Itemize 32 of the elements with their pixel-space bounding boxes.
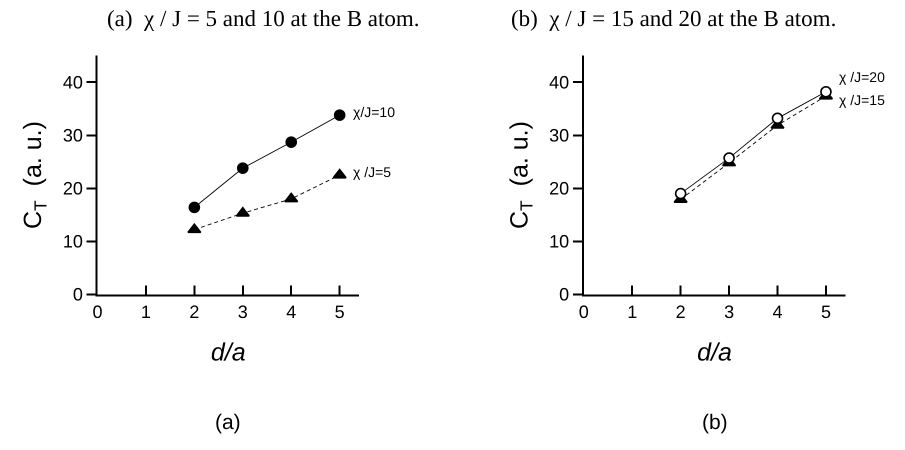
y-tick-label: 0	[559, 284, 570, 305]
x-tick-label: 0	[92, 302, 102, 322]
x-tick-label: 2	[189, 302, 200, 322]
y-tick-label: 30	[549, 126, 570, 146]
y-tick-label: 20	[62, 178, 83, 199]
y-tick-label: 40	[549, 72, 570, 93]
y-tick-label: 20	[549, 178, 570, 199]
series-label: χ/J=10	[353, 104, 396, 120]
x-tick-label: 2	[676, 302, 686, 322]
chart-title: (b) χ / J = 15 and 20 at the B atom.	[511, 6, 836, 31]
series-label: χ /J=15	[839, 92, 886, 108]
y-tick-label: 10	[549, 232, 570, 252]
x-tick-label: 1	[140, 302, 151, 322]
y-tick-label: 30	[62, 126, 83, 146]
x-tick-label: 5	[334, 302, 345, 322]
x-tick-label: 5	[820, 302, 831, 322]
x-tick-label: 4	[772, 302, 783, 322]
series-label: χ /J=20	[839, 69, 886, 85]
x-axis-title: d/a	[697, 338, 732, 366]
x-tick-label: 3	[238, 302, 248, 322]
x-axis-title: d/a	[210, 338, 246, 366]
x-tick-label: 4	[286, 302, 296, 322]
y-tick-label: 40	[62, 72, 83, 93]
chart-title: (a) χ / J = 5 and 10 at the B atom.	[107, 6, 420, 31]
text: (a)	[215, 411, 241, 434]
text: (b)	[702, 411, 728, 434]
x-tick-label: 0	[578, 302, 589, 322]
x-tick-label: 1	[627, 302, 638, 322]
y-tick-label: 0	[72, 284, 83, 305]
series-label: χ /J=5	[353, 164, 392, 180]
x-tick-label: 3	[724, 302, 734, 322]
y-tick-label: 10	[62, 232, 83, 252]
